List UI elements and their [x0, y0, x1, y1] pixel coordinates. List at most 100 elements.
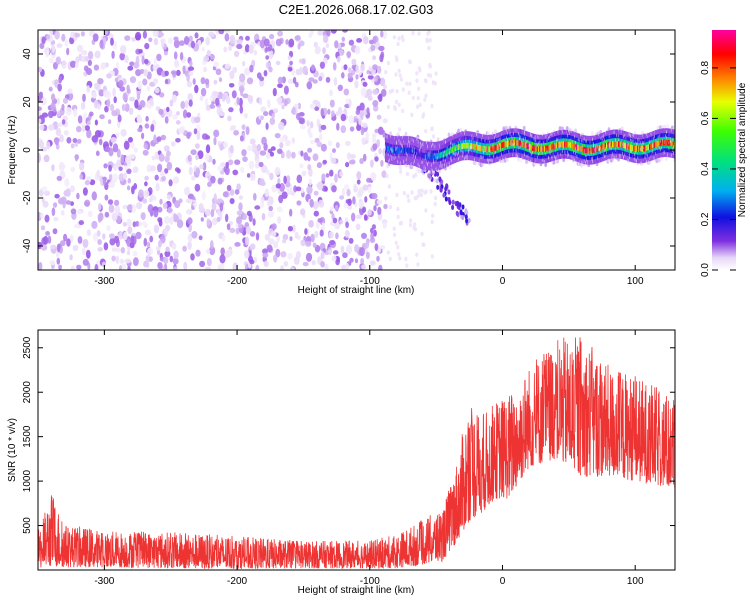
spectrogram-noise-cell	[55, 127, 62, 137]
spectrogram-carrier-cell	[645, 145, 647, 151]
spectrogram-noise-cell	[346, 152, 352, 160]
spectrogram-sparse-cell	[384, 70, 388, 75]
spectrogram-carrier-cell	[493, 145, 496, 152]
spectrogram-noise-cell	[380, 78, 385, 86]
spectrogram-noise-cell	[111, 50, 115, 59]
spectrogram-noise-cell	[355, 109, 360, 116]
spectrogram-noise-cell	[380, 88, 387, 97]
spectrogram-noise-cell	[65, 200, 72, 205]
spectrogram-noise-cell	[322, 159, 328, 165]
spectrogram-noise-cell	[253, 256, 258, 264]
spectrogram-carrier-cell	[431, 153, 434, 160]
spectrogram-sparse-cell	[424, 208, 428, 213]
spectrogram-noise-cell	[132, 250, 138, 257]
spectrogram-noise-cell	[172, 266, 178, 270]
spectrogram-noise-cell	[45, 34, 51, 40]
spectrogram-noise-cell	[254, 149, 260, 157]
spectrogram-sparse-cell	[411, 95, 415, 101]
spectrogram-noise-cell	[212, 158, 216, 165]
spectrogram-noise-cell	[345, 98, 350, 104]
spectrogram-noise-cell	[60, 209, 65, 216]
spectrogram-noise-cell	[129, 107, 134, 115]
spectrogram-noise-cell	[144, 229, 151, 236]
spectrogram-noise-cell	[91, 135, 98, 143]
spectrogram-noise-cell	[229, 144, 234, 154]
spectrogram-noise-cell	[188, 35, 193, 42]
spectrogram-noise-cell	[366, 107, 370, 114]
spectrogram-noise-cell	[182, 65, 186, 75]
spectrogram-noise-cell	[248, 160, 255, 170]
spectrogram-carrier-cell	[412, 148, 415, 155]
spectrogram-noise-cell	[121, 104, 126, 112]
spectrogram-sparse-cell	[408, 222, 413, 228]
spectrogram-sparse-cell	[397, 36, 401, 41]
spectrogram-noise-cell	[58, 264, 62, 270]
spectrogram-noise-cell	[268, 49, 274, 59]
spectrogram-noise-cell	[86, 229, 91, 237]
spectrogram-noise-cell	[84, 125, 90, 131]
spectrogram-carrier-cell	[565, 141, 567, 148]
spectrogram-noise-cell	[179, 40, 185, 46]
spectrogram-sparse-cell	[420, 188, 424, 193]
spectrogram-noise-cell	[220, 247, 225, 256]
spectrogram-noise-cell	[146, 164, 153, 173]
spectrogram-noise-cell	[234, 189, 240, 195]
spectrogram-noise-cell	[336, 56, 341, 63]
spectrogram-sparse-cell	[407, 90, 411, 95]
spectrogram-noise-cell	[111, 212, 118, 222]
spectrogram-noise-cell	[309, 139, 316, 145]
spectrogram-noise-cell	[84, 199, 91, 207]
spectrogram-noise-cell	[100, 62, 106, 70]
spectrogram-noise-cell	[122, 204, 128, 210]
spectrogram-carrier-cell	[430, 153, 432, 160]
spectrogram-sparse-cell	[413, 222, 417, 227]
spectrogram-noise-cell	[341, 36, 345, 42]
spectrogram-sparse-cell	[432, 134, 436, 139]
spectrogram-noise-cell	[342, 30, 348, 33]
spectrogram-noise-cell	[135, 220, 140, 227]
spectrogram-noise-cell	[221, 234, 226, 242]
spectrogram-noise-cell	[159, 198, 163, 205]
spectrogram-noise-cell	[198, 202, 204, 212]
spectrogram-noise-cell	[286, 149, 292, 159]
spectrogram-carrier-cell	[386, 145, 388, 152]
spectrogram-carrier-cell	[482, 146, 485, 152]
spectrogram-noise-cell	[126, 84, 130, 93]
spectrogram-noise-cell	[280, 251, 287, 258]
spectrogram-noise-cell	[188, 166, 193, 176]
spectrogram-carrier-cell	[511, 139, 514, 146]
spectrogram-sparse-cell	[398, 73, 402, 78]
spectrogram-noise-cell	[212, 217, 218, 226]
spectrogram-noise-cell	[213, 136, 217, 146]
spectrogram-noise-cell	[187, 193, 194, 200]
spectrogram-noise-cell	[166, 106, 170, 113]
spectrogram-noise-cell	[366, 88, 373, 97]
spectrogram-noise-cell	[132, 221, 137, 228]
spectrogram-noise-cell	[219, 254, 226, 264]
spectrogram-noise-cell	[166, 161, 173, 171]
spectrogram-carrier-cell	[653, 142, 656, 148]
spectrogram-noise-cell	[53, 137, 60, 144]
spectrogram-tail-cell	[428, 173, 432, 179]
spectrogram-sparse-cell	[427, 45, 431, 51]
spectrogram-noise-cell	[249, 173, 256, 182]
spectrogram-halo-cell	[561, 126, 564, 131]
spectrogram-carrier-cell	[574, 143, 577, 150]
spectrogram-sparse-cell	[430, 104, 434, 109]
spectrogram-noise-cell	[171, 141, 176, 147]
spectrogram-noise-cell	[370, 44, 376, 52]
spectrogram-noise-cell	[147, 256, 153, 262]
spectrogram-noise-cell	[164, 70, 169, 77]
spectrogram-noise-cell	[247, 95, 254, 103]
spectrogram-noise-cell	[382, 221, 387, 229]
spectrogram-noise-cell	[266, 200, 271, 206]
spectrogram-noise-cell	[223, 166, 228, 173]
spectrogram-carrier-cell	[665, 139, 668, 146]
spectrogram-noise-cell	[115, 61, 120, 71]
spectrogram-noise-cell	[378, 45, 385, 52]
colorbar-tick-label: 0.4	[700, 162, 711, 176]
spectrogram-noise-cell	[240, 166, 245, 174]
spectrogram-noise-cell	[372, 100, 379, 107]
spectrogram-tail-cell	[436, 171, 440, 177]
snr-panel: -300 -200 -100 0 100 500 1000 1500 2000 2500 Hei…	[7, 329, 676, 596]
